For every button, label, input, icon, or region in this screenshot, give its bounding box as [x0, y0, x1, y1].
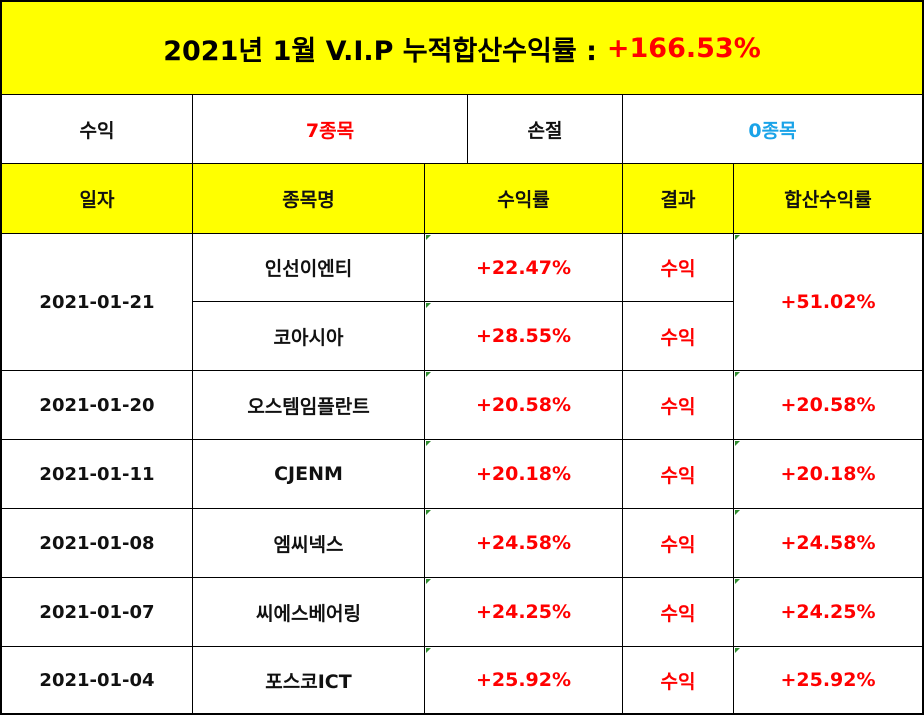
- header-name: 종목명: [193, 164, 425, 234]
- row-result: 수익: [623, 234, 734, 302]
- row-name: CJENM: [193, 440, 425, 509]
- row-result: 수익: [623, 509, 734, 578]
- header-result: 결과: [623, 164, 734, 234]
- row-name: 오스템임플란트: [193, 371, 425, 440]
- row-date-merged: 2021-01-21: [2, 234, 193, 371]
- row-result: 수익: [623, 371, 734, 440]
- row-date: 2021-01-20: [2, 371, 193, 440]
- row-rate: +25.92%: [425, 647, 623, 713]
- row-name: 포스코ICT: [193, 647, 425, 713]
- row-sum: +25.92%: [734, 647, 922, 713]
- row-result: 수익: [623, 440, 734, 509]
- row-sum: +24.25%: [734, 578, 922, 647]
- summary-loss-count: 0종목: [623, 95, 922, 164]
- row-rate: +24.25%: [425, 578, 623, 647]
- row-rate: +20.58%: [425, 371, 623, 440]
- summary-profit-label: 수익: [2, 95, 193, 164]
- row-date: 2021-01-04: [2, 647, 193, 713]
- title-total-return: +166.53%: [606, 32, 761, 64]
- row-name: 엠씨넥스: [193, 509, 425, 578]
- row-sum: +24.58%: [734, 509, 922, 578]
- row-result: 수익: [623, 647, 734, 713]
- row-rate: +28.55%: [425, 302, 623, 371]
- title-cell: 2021년 1월 V.I.P 누적합산수익률 : +166.53%: [2, 2, 922, 95]
- row-rate: +22.47%: [425, 234, 623, 302]
- title-text: 2021년 1월 V.I.P 누적합산수익률 :: [163, 35, 597, 67]
- row-rate: +24.58%: [425, 509, 623, 578]
- row-sum: +20.58%: [734, 371, 922, 440]
- row-date: 2021-01-11: [2, 440, 193, 509]
- row-date: 2021-01-08: [2, 509, 193, 578]
- row-rate: +20.18%: [425, 440, 623, 509]
- header-sum: 합산수익률: [734, 164, 922, 234]
- row-name: 씨에스베어링: [193, 578, 425, 647]
- summary-profit-count: 7종목: [193, 95, 468, 164]
- row-name: 코아시아: [193, 302, 425, 371]
- row-sum: +20.18%: [734, 440, 922, 509]
- row-result: 수익: [623, 578, 734, 647]
- row-result: 수익: [623, 302, 734, 371]
- row-sum-merged: +51.02%: [734, 234, 922, 371]
- summary-loss-label: 손절: [468, 95, 623, 164]
- header-date: 일자: [2, 164, 193, 234]
- row-name: 인선이엔티: [193, 234, 425, 302]
- row-date: 2021-01-07: [2, 578, 193, 647]
- header-rate: 수익률: [425, 164, 623, 234]
